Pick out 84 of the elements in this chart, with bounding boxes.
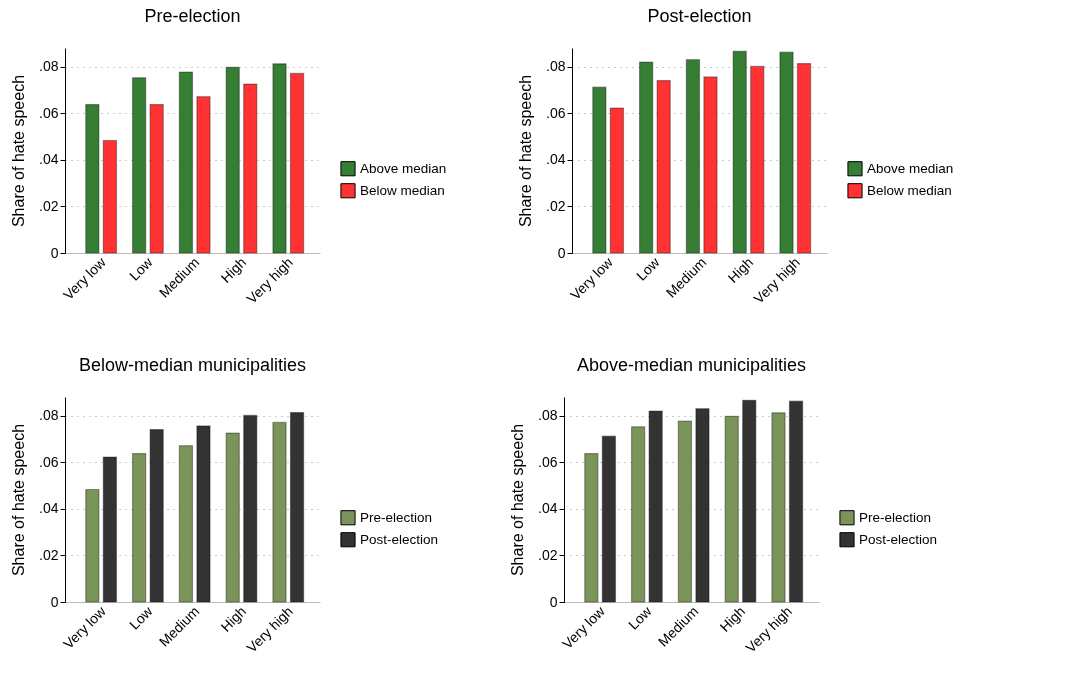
bar (131, 77, 147, 254)
bar (779, 51, 794, 254)
y-tick-label: .06 (39, 104, 59, 121)
y-axis-title: Share of hate speech (10, 423, 28, 577)
bar (584, 453, 599, 603)
bar (724, 415, 739, 603)
y-tick-label: .08 (39, 58, 59, 75)
bar (243, 83, 258, 254)
bar (771, 412, 786, 603)
bar (131, 453, 147, 603)
bar (196, 425, 211, 603)
legend-label: Post-election (859, 531, 938, 547)
x-tick-label: Very low (567, 253, 617, 303)
legend-label: Below median (867, 182, 952, 198)
y-tick-label: .04 (538, 500, 558, 517)
bar (630, 426, 646, 603)
y-axis-title: Share of hate speech (10, 74, 28, 228)
legend-label: Above median (867, 160, 954, 176)
bar (289, 72, 305, 254)
bar (272, 421, 287, 603)
y-tick-label: .02 (39, 546, 59, 563)
bar (638, 61, 654, 254)
bar (796, 63, 812, 254)
y-tick-label: .02 (546, 197, 566, 214)
y-tick-label: 0 (549, 593, 558, 610)
bar (102, 139, 118, 254)
bar (695, 408, 710, 603)
y-tick-label: 0 (50, 244, 59, 261)
bar (703, 76, 718, 254)
chart-title: Post-election (647, 6, 752, 26)
bar (149, 104, 164, 254)
bar (225, 432, 240, 603)
bar (225, 66, 240, 254)
bar (609, 107, 625, 254)
y-tick-label: .08 (546, 58, 566, 75)
bar (648, 410, 663, 603)
bar (750, 65, 765, 254)
chart-title: Below-median municipalities (78, 355, 307, 375)
bar (677, 420, 693, 603)
y-tick-label: .04 (546, 151, 566, 168)
bar (243, 414, 258, 603)
y-tick-label: .06 (39, 453, 59, 470)
x-tick-label: Low (625, 602, 656, 633)
chart-title: Above-median municipalities (576, 355, 807, 375)
y-tick-label: .02 (538, 546, 558, 563)
y-tick-label: .04 (39, 500, 59, 517)
y-tick-label: .06 (538, 453, 558, 470)
bar (742, 399, 757, 603)
legend-label: Post-election (360, 531, 439, 547)
bar (149, 429, 164, 603)
bar (196, 96, 211, 254)
x-tick-label: Low (126, 253, 157, 284)
y-tick-label: .08 (39, 407, 59, 424)
y-axis-title: Share of hate speech (509, 423, 527, 577)
bar (85, 488, 100, 603)
y-tick-label: .06 (546, 104, 566, 121)
bar (178, 445, 194, 603)
legend-label: Above median (360, 160, 447, 176)
x-tick-label: Very low (60, 253, 110, 303)
bar (178, 71, 194, 254)
bar (592, 86, 607, 254)
y-tick-label: .04 (39, 151, 59, 168)
bar (289, 412, 305, 603)
y-tick-label: .02 (39, 197, 59, 214)
bar (656, 80, 671, 254)
bar (685, 59, 701, 254)
legend-label: Below median (360, 182, 445, 198)
y-tick-label: 0 (557, 244, 566, 261)
y-tick-label: .08 (538, 407, 558, 424)
y-tick-label: 0 (50, 593, 59, 610)
chart-title: Pre-election (144, 6, 241, 26)
legend-label: Pre-election (360, 509, 433, 525)
x-tick-label: Very low (559, 602, 609, 652)
legend-label: Pre-election (859, 509, 932, 525)
bar (732, 50, 747, 254)
x-tick-label: Low (633, 253, 664, 284)
x-tick-label: Very low (60, 602, 110, 652)
y-axis-title: Share of hate speech (517, 74, 535, 228)
bar (788, 400, 804, 603)
x-tick-label: Low (126, 602, 157, 633)
bar (272, 63, 287, 254)
bar (85, 104, 100, 254)
bar (601, 435, 617, 603)
bar (102, 456, 118, 603)
